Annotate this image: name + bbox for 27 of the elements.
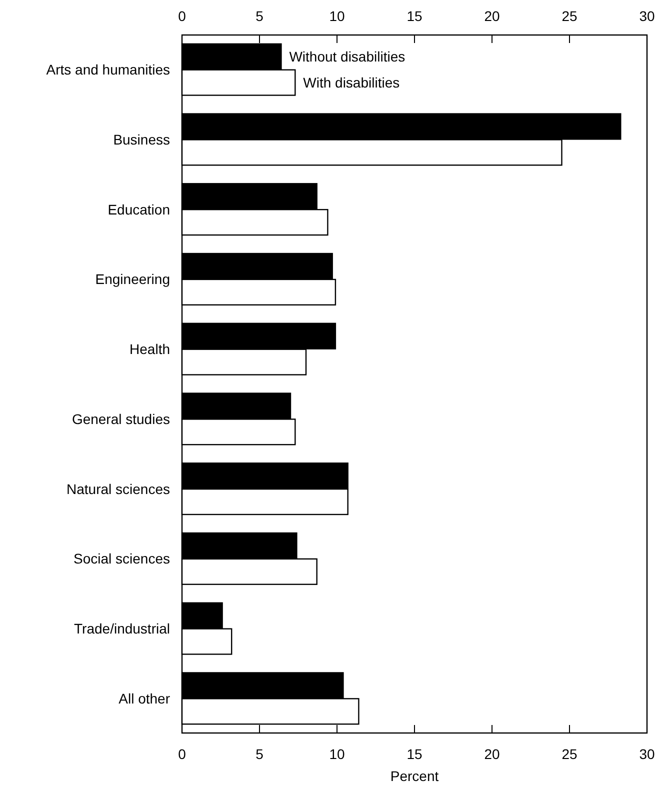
series-label: Without disabilities bbox=[289, 48, 406, 65]
y-tick-label: Natural sciences bbox=[66, 480, 170, 497]
x-axis-title: Percent bbox=[390, 768, 439, 784]
series-label: With disabilities bbox=[303, 74, 400, 91]
y-tick-label: Engineering bbox=[95, 271, 170, 288]
x2-tick-label: 30 bbox=[639, 746, 655, 762]
x2-tick-label: 10 bbox=[329, 746, 345, 762]
y-tick-label: Health bbox=[130, 341, 170, 358]
x2-tick-label: 0 bbox=[178, 746, 186, 762]
x-tick-label: 15 bbox=[406, 8, 422, 24]
y-tick-label: All other bbox=[118, 690, 170, 706]
y-tick-label: General studies bbox=[72, 410, 170, 427]
x2-tick-label: 15 bbox=[406, 746, 422, 762]
y-tick-label: Education bbox=[108, 201, 170, 218]
x-tick-label: 10 bbox=[329, 8, 345, 24]
x-tick-label: 5 bbox=[256, 8, 264, 24]
x2-tick-label: 25 bbox=[562, 746, 578, 762]
x-tick-label: 25 bbox=[562, 8, 578, 24]
x-tick-label: 30 bbox=[639, 8, 655, 24]
x2-tick-label: 20 bbox=[484, 746, 500, 762]
y-tick-label: Business bbox=[113, 131, 170, 148]
y-tick-label: Trade/industrial bbox=[74, 620, 170, 637]
y-tick-label: Social sciences bbox=[74, 550, 170, 567]
x-tick-label: 0 bbox=[178, 8, 186, 24]
x-tick-label: 20 bbox=[484, 8, 500, 24]
y-tick-label: Arts and humanities bbox=[46, 62, 170, 78]
x2-tick-label: 5 bbox=[256, 746, 264, 762]
